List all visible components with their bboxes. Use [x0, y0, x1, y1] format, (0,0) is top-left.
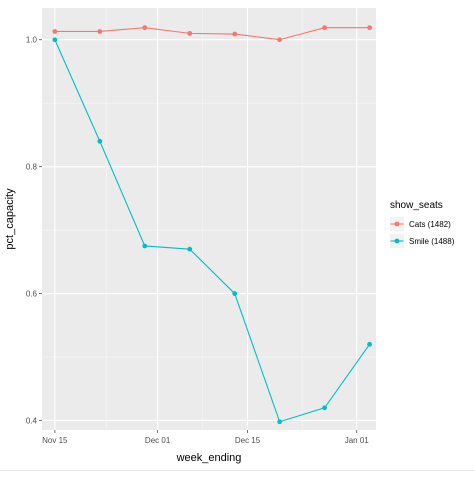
y-tick-label: 0.6 [26, 290, 38, 299]
series-line-0 [54, 27, 370, 41]
x-axis-title: week_ending [176, 452, 242, 464]
data-point [277, 419, 283, 425]
y-axis-title: pct_capacity [4, 188, 16, 250]
legend-title: show_seats [390, 200, 443, 211]
data-point [277, 37, 283, 43]
legend-key-point [394, 238, 400, 244]
x-tick-label: Jan 01 [345, 436, 370, 445]
y-tick-label: 0.4 [26, 416, 38, 425]
data-point [142, 25, 148, 31]
data-point [97, 138, 103, 144]
y-tick-label: 0.8 [26, 163, 38, 172]
series-line-1 [54, 39, 371, 423]
data-point [367, 25, 372, 31]
tick-layer: 0.4 0.6 0.8 1.0 Nov 15 Dec 01 Dec 15 Jan 01 [26, 36, 369, 445]
x-tick-label: Dec 01 [145, 436, 171, 445]
legend-items: Cats (1482) Smile (1488) [390, 217, 455, 248]
data-point [187, 246, 193, 252]
grid-lines [42, 8, 376, 430]
x-tick-label: Dec 15 [235, 436, 261, 445]
legend-label: Smile (1488) [409, 237, 455, 246]
legend-key-point [394, 221, 400, 227]
data-point [187, 30, 193, 36]
data-point [142, 243, 148, 249]
data-point [322, 405, 328, 411]
data-point [52, 29, 58, 34]
data-point [232, 291, 238, 296]
data-point [232, 31, 238, 37]
data-point [322, 25, 328, 31]
x-tick-label: Nov 15 [42, 436, 68, 445]
legend: show_seats Cats (1482) Smile (1488) [390, 200, 455, 248]
plot-panel [42, 8, 376, 430]
y-tick-label: 1.0 [26, 36, 38, 45]
data-point [97, 29, 103, 34]
legend-label: Cats (1482) [409, 220, 451, 229]
bottom-divider [0, 470, 474, 471]
data-point [52, 37, 58, 43]
data-point [367, 341, 372, 347]
series-layer [52, 25, 372, 425]
